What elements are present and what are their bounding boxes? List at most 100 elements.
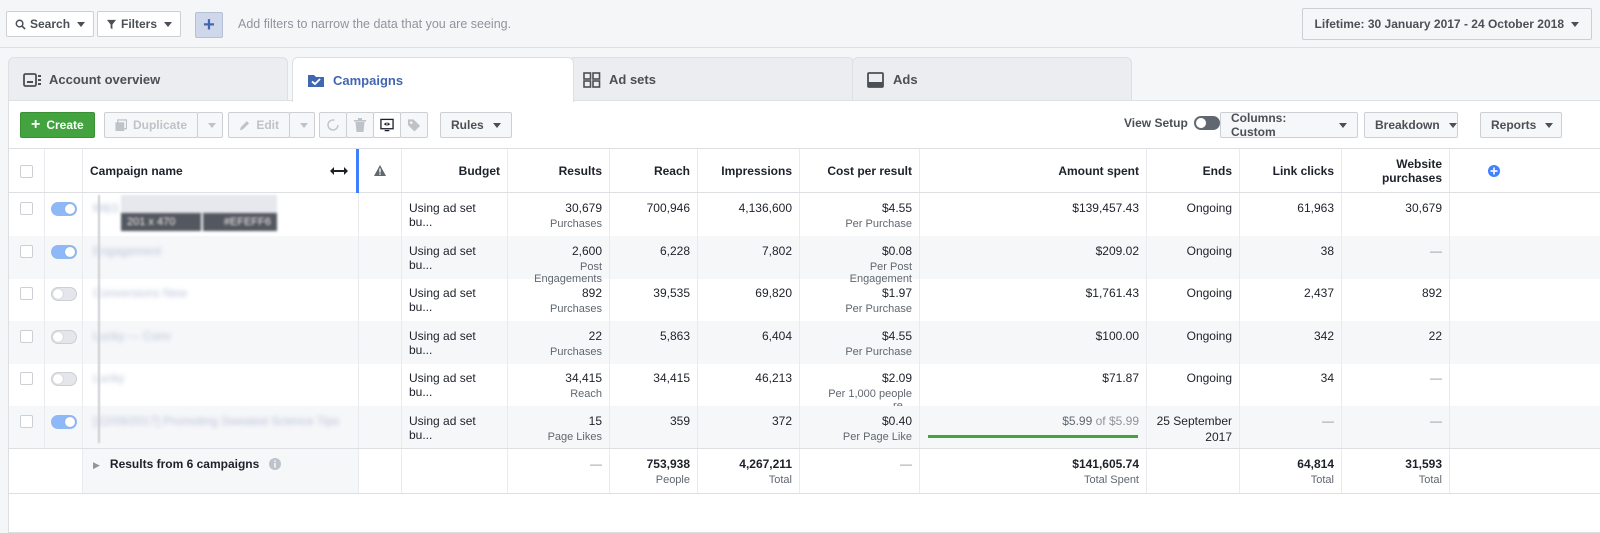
col-website-purchases[interactable]: Website purchases xyxy=(1342,149,1450,192)
tab-ads[interactable]: Ads xyxy=(852,57,1132,101)
row-checkbox[interactable] xyxy=(20,287,33,300)
view-setup-label: View Setup xyxy=(1124,116,1188,130)
campaign-toggle[interactable] xyxy=(51,414,77,429)
col-cost-per-result[interactable]: Cost per result xyxy=(800,149,920,192)
tag-button[interactable] xyxy=(400,112,428,138)
campaign-name[interactable]: M&S xyxy=(93,201,120,215)
date-range-button[interactable]: Lifetime: 30 January 2017 - 24 October 2… xyxy=(1301,8,1592,40)
duplicate-button[interactable]: Duplicate xyxy=(104,112,198,138)
cell-cpr: $1.97 Per Purchase xyxy=(800,278,920,321)
table-row[interactable]: Lucky Using ad set bu... 34,415 Reach 34,415… xyxy=(9,363,1600,412)
search-button[interactable]: Search xyxy=(6,11,95,37)
rules-button[interactable]: Rules xyxy=(440,112,512,138)
delete-button[interactable] xyxy=(346,112,374,138)
cell-sub: Page Likes xyxy=(547,430,602,443)
chevron-right-icon[interactable]: ▶ xyxy=(93,460,100,470)
trash-icon xyxy=(354,118,366,132)
row-checkbox[interactable] xyxy=(20,329,33,343)
col-budget[interactable]: Budget xyxy=(402,149,508,192)
row-checkbox[interactable] xyxy=(20,414,33,428)
row-checkbox[interactable] xyxy=(20,372,33,385)
cell-cpr: $4.55 Per Purchase xyxy=(800,193,920,236)
table-row[interactable]: Lucky — Conv Using ad set bu... 22 Purchase… xyxy=(9,320,1600,364)
footer-sub: Total xyxy=(768,474,792,486)
campaign-name[interactable]: Lucky xyxy=(93,371,125,385)
duplicate-dropdown[interactable] xyxy=(197,112,223,138)
cell-results: 22 Purchases xyxy=(508,320,610,364)
row-checkbox[interactable] xyxy=(20,202,33,215)
create-button[interactable]: + Create xyxy=(20,112,95,138)
cell-purchases: — xyxy=(1342,235,1450,279)
cell-spent: $100.00 xyxy=(920,320,1147,364)
row-select-cell xyxy=(9,235,45,279)
campaign-name[interactable]: [22/09/2017] Promoting Sweated Science T… xyxy=(93,413,340,428)
row-checkbox[interactable] xyxy=(20,244,33,258)
preview-button[interactable] xyxy=(373,112,401,138)
table-row[interactable]: Engagement Using ad set bu... 2,600 Post En… xyxy=(9,235,1600,285)
cell-value: 4,136,600 xyxy=(738,201,792,215)
campaign-toggle[interactable] xyxy=(51,202,77,216)
cell-impressions: 4,136,600 xyxy=(698,193,800,236)
campaign-name[interactable]: Engagement xyxy=(93,243,162,258)
filter-placeholder[interactable]: Add filters to narrow the data that you … xyxy=(238,17,512,31)
select-all-checkbox[interactable] xyxy=(20,164,33,178)
campaign-name[interactable]: Conversions New xyxy=(93,286,188,300)
cell-spent: $139,457.43 xyxy=(920,193,1147,236)
cell-value: — xyxy=(1430,413,1442,428)
cell-purchases: 30,679 xyxy=(1342,193,1450,236)
edit-button[interactable]: Edit xyxy=(228,112,290,138)
table-row[interactable]: Conversions New Using ad set bu... 892 Purc… xyxy=(9,278,1600,321)
view-setup-toggle[interactable] xyxy=(1193,116,1220,130)
edit-dropdown[interactable] xyxy=(289,112,315,138)
col-impressions[interactable]: Impressions xyxy=(698,149,800,192)
add-filter-button[interactable]: + xyxy=(195,12,223,38)
cell-results: 34,415 Reach xyxy=(508,363,610,406)
col-ends[interactable]: Ends xyxy=(1147,149,1240,192)
delivery-warning-cell xyxy=(359,320,402,364)
filters-label: Filters xyxy=(121,17,158,31)
col-reach[interactable]: Reach xyxy=(610,149,698,192)
campaign-name-cell: Conversions New xyxy=(83,278,359,321)
info-icon[interactable] xyxy=(269,458,282,470)
refresh-button[interactable] xyxy=(319,112,347,138)
columns-button[interactable]: Columns: Custom xyxy=(1220,111,1358,139)
col-delivery-warning[interactable] xyxy=(359,149,402,192)
cell-reach: 39,535 xyxy=(610,278,698,321)
footer-sub: Total xyxy=(1310,474,1334,486)
cell-value: 34 xyxy=(1320,371,1334,385)
campaign-toggle[interactable] xyxy=(51,244,77,259)
footer-sub: Total Spent xyxy=(1083,474,1139,486)
col-link-clicks[interactable]: Link clicks xyxy=(1240,149,1342,192)
campaign-toggle[interactable] xyxy=(51,287,77,301)
col-amount-spent[interactable]: Amount spent xyxy=(920,149,1147,192)
cell-value: Ongoing xyxy=(1186,328,1232,343)
cell-cpr: $4.55 Per Purchase xyxy=(800,320,920,364)
campaign-toggle[interactable] xyxy=(51,372,77,386)
cell-results: 892 Purchases xyxy=(508,278,610,321)
table-row[interactable]: [22/09/2017] Promoting Sweated Science T… xyxy=(9,405,1600,449)
cell-value: 359 xyxy=(669,413,690,428)
tab-campaigns[interactable]: Campaigns xyxy=(292,57,574,102)
plus-icon: + xyxy=(31,116,41,133)
tab-account-overview[interactable]: Account overview xyxy=(8,57,288,101)
campaign-toggle[interactable] xyxy=(51,329,77,344)
add-column-icon[interactable] xyxy=(1488,164,1500,177)
row-toggle-cell xyxy=(45,278,83,321)
search-icon xyxy=(15,19,26,30)
campaign-name[interactable]: Lucky — Conv xyxy=(93,328,172,343)
col-campaign-name[interactable]: Campaign name xyxy=(83,149,359,192)
reports-button[interactable]: Reports xyxy=(1480,112,1562,138)
col-results[interactable]: Results xyxy=(508,149,610,192)
cell-budget: Using ad set bu... xyxy=(402,320,508,364)
view-setup[interactable]: View Setup xyxy=(1124,116,1220,130)
cell-value: Using ad set bu... xyxy=(409,286,476,314)
resize-icon[interactable] xyxy=(330,167,348,175)
breakdown-button[interactable]: Breakdown xyxy=(1364,112,1458,138)
tab-ad-sets[interactable]: Ad sets xyxy=(568,57,854,101)
footer-cpr: — xyxy=(800,449,920,493)
cell-sub: Purchases xyxy=(550,218,602,230)
filters-button[interactable]: Filters xyxy=(97,11,182,37)
cell-sub: Per Purchase xyxy=(845,218,912,230)
footer-spent: $141,605.74 Total Spent xyxy=(920,449,1147,493)
cell-ends: Ongoing xyxy=(1147,278,1240,321)
